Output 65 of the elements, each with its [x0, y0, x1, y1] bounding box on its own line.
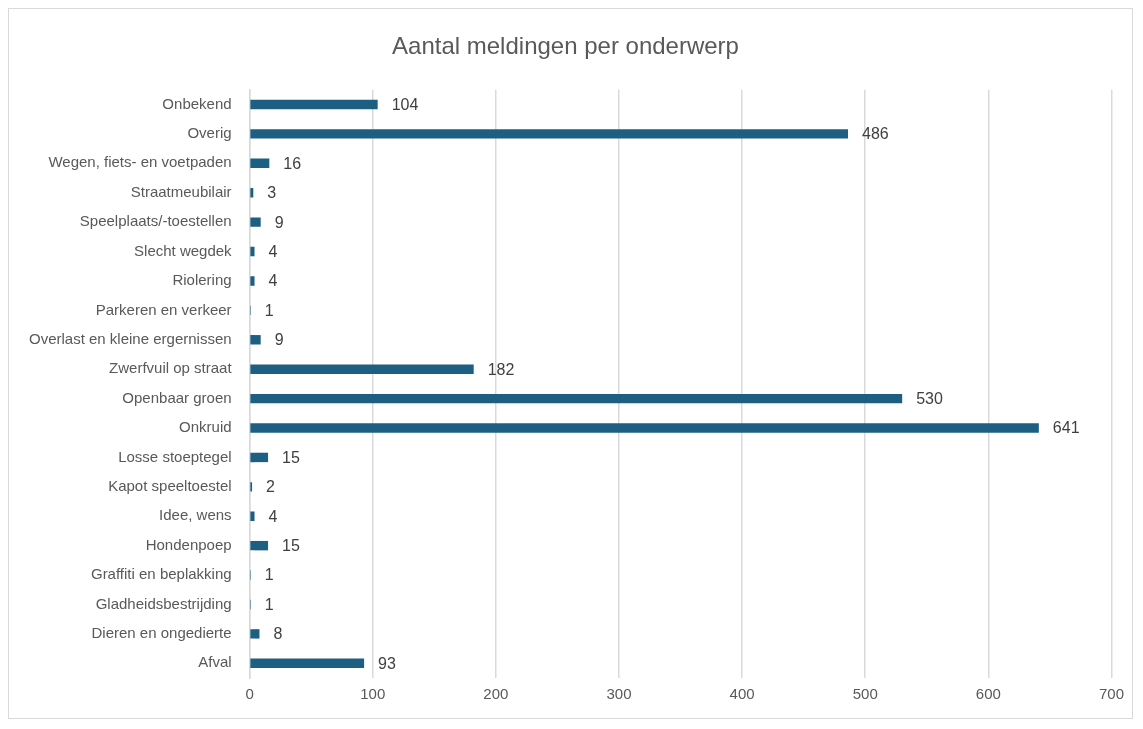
- bar: [250, 511, 255, 521]
- bar: [250, 540, 269, 551]
- data-label: 104: [391, 95, 419, 113]
- bar: [250, 423, 1039, 433]
- data-label: 15: [282, 448, 300, 466]
- y-tick-label: Afval: [198, 653, 232, 671]
- data-label: 2: [266, 478, 276, 496]
- bar: [250, 188, 254, 198]
- data-label: 9: [274, 331, 284, 349]
- y-tick-label: Gladheidsbestrijding: [95, 594, 232, 612]
- bar: [250, 658, 365, 668]
- data-label: 93: [378, 654, 397, 672]
- y-tick-label: Zwerfvuil op straat: [109, 359, 233, 377]
- bar: [250, 99, 378, 110]
- data-label: 530: [916, 390, 943, 408]
- data-label: 1: [264, 595, 274, 613]
- y-tick-label: Overig: [187, 124, 232, 142]
- data-label: 4: [268, 507, 278, 525]
- bar: [250, 276, 255, 286]
- x-tick-label: 200: [483, 685, 509, 703]
- data-label: 641: [1052, 419, 1080, 437]
- data-label: 3: [267, 184, 277, 202]
- data-label: 8: [273, 625, 283, 643]
- chart-title: Aantal meldingen per onderwerp: [392, 32, 739, 60]
- y-tick-label: Riolering: [172, 271, 232, 289]
- data-label: 4: [268, 242, 278, 260]
- bar: [250, 246, 255, 257]
- x-tick-label: 100: [360, 685, 386, 703]
- y-tick-label: Parkeren en verkeer: [95, 300, 232, 318]
- bar: [250, 364, 474, 374]
- data-label: 1: [264, 566, 274, 584]
- x-tick-label: 500: [852, 685, 878, 703]
- y-tick-label: Overlast en kleine ergernissen: [28, 329, 232, 347]
- data-label: 4: [268, 272, 278, 290]
- bar: [250, 393, 903, 404]
- data-label: 1: [264, 301, 274, 319]
- y-tick-label: Straatmeubilair: [130, 182, 232, 200]
- y-tick-label: Losse stoeptegel: [118, 447, 232, 465]
- y-tick-label: Kapot speeltoestel: [108, 476, 232, 494]
- data-label: 182: [487, 360, 515, 378]
- y-tick-label: Dieren en ongedierte: [91, 624, 232, 642]
- x-tick-label: 700: [1098, 685, 1124, 703]
- y-tick-label: Speelplaats/-toestellen: [79, 212, 232, 230]
- bar: [250, 452, 269, 463]
- x-tick-label: 300: [606, 685, 632, 703]
- data-label: 15: [282, 537, 300, 555]
- x-tick-label: 600: [975, 685, 1001, 703]
- bar: [250, 217, 261, 227]
- y-tick-label: Openbaar groen: [122, 388, 232, 406]
- y-tick-label: Idee, wens: [159, 506, 232, 524]
- data-label: 486: [862, 125, 889, 143]
- bar: [250, 629, 260, 639]
- bar: [250, 129, 848, 139]
- y-tick-label: Hondenpoep: [145, 535, 232, 553]
- x-tick-label: 0: [245, 685, 254, 703]
- y-tick-label: Onkruid: [179, 418, 232, 436]
- y-tick-label: Wegen, fiets- en voetpaden: [48, 153, 232, 171]
- data-label: 16: [283, 154, 302, 172]
- x-tick-label: 400: [729, 685, 755, 703]
- bar: [250, 335, 261, 345]
- bar: [250, 158, 270, 169]
- y-tick-label: Onbekend: [162, 94, 232, 112]
- data-label: 9: [274, 213, 284, 231]
- y-tick-label: Graffiti en beplakking: [90, 565, 232, 583]
- y-tick-label: Slecht wegdek: [134, 241, 233, 259]
